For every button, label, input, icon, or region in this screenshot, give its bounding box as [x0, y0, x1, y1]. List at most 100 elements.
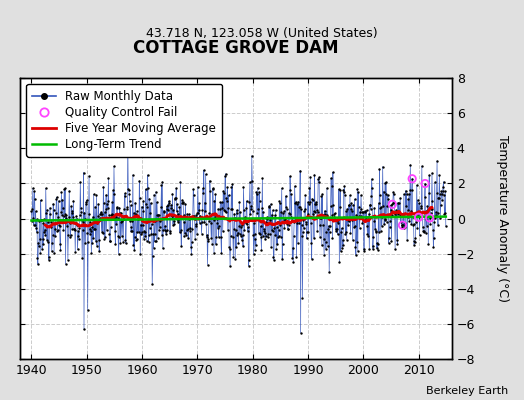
Point	[154, 234, 162, 241]
Point	[234, 230, 242, 236]
Point	[400, 225, 409, 232]
Point	[355, 224, 364, 231]
Point	[143, 237, 151, 244]
Point	[326, 203, 335, 209]
Point	[257, 234, 265, 240]
Point	[377, 228, 385, 234]
Point	[210, 250, 218, 256]
Point	[265, 202, 274, 209]
Point	[353, 238, 361, 245]
Point	[100, 236, 108, 242]
Point	[317, 193, 325, 200]
Point	[417, 202, 425, 209]
Point	[239, 184, 248, 190]
Point	[433, 209, 442, 216]
Point	[416, 232, 424, 238]
Point	[225, 192, 233, 198]
Point	[139, 198, 148, 204]
Point	[242, 204, 250, 211]
Point	[182, 226, 191, 233]
Point	[119, 215, 128, 222]
Point	[92, 218, 100, 224]
Point	[247, 203, 255, 209]
Point	[27, 208, 36, 214]
Point	[213, 220, 221, 226]
Point	[420, 194, 429, 200]
Point	[166, 228, 174, 235]
Point	[403, 237, 411, 243]
Point	[440, 192, 448, 198]
Point	[271, 232, 279, 238]
Point	[140, 235, 148, 242]
Point	[385, 224, 394, 230]
Point	[340, 189, 348, 195]
Point	[123, 206, 131, 212]
Point	[42, 236, 51, 243]
Point	[159, 245, 167, 252]
Point	[255, 189, 264, 195]
Point	[334, 220, 343, 226]
Point	[281, 216, 289, 222]
Point	[122, 240, 130, 247]
Point	[296, 167, 304, 174]
Point	[167, 205, 175, 212]
Point	[127, 228, 135, 235]
Point	[252, 236, 260, 242]
Point	[320, 252, 329, 258]
Point	[255, 198, 264, 204]
Point	[61, 261, 70, 267]
Point	[283, 226, 292, 232]
Point	[188, 239, 196, 245]
Point	[188, 226, 196, 232]
Point	[363, 223, 371, 229]
Point	[314, 178, 323, 185]
Point	[190, 192, 198, 198]
Point	[301, 219, 310, 225]
Point	[105, 230, 114, 237]
Point	[78, 255, 86, 261]
Point	[207, 234, 215, 241]
Point	[398, 222, 407, 228]
Point	[183, 226, 192, 232]
Point	[74, 233, 82, 239]
Point	[394, 200, 402, 206]
Point	[240, 227, 248, 233]
Point	[324, 222, 333, 229]
Point	[405, 191, 413, 197]
Point	[106, 238, 114, 244]
Point	[189, 186, 198, 192]
Point	[170, 218, 178, 224]
Point	[290, 183, 299, 189]
Point	[311, 201, 319, 208]
Point	[81, 216, 89, 222]
Point	[97, 228, 106, 235]
Point	[291, 215, 300, 222]
Point	[209, 217, 217, 224]
Point	[119, 239, 127, 246]
Point	[405, 207, 413, 214]
Point	[272, 224, 281, 230]
Point	[376, 204, 385, 211]
Point	[205, 218, 213, 224]
Point	[29, 222, 38, 228]
Point	[408, 176, 417, 182]
Point	[116, 210, 124, 216]
Point	[138, 229, 146, 235]
Point	[174, 210, 182, 217]
Point	[29, 214, 38, 221]
Point	[433, 158, 441, 164]
Point	[154, 212, 162, 218]
Point	[363, 207, 371, 213]
Point	[307, 220, 315, 226]
Point	[156, 218, 164, 224]
Point	[351, 196, 359, 202]
Point	[90, 226, 99, 232]
Point	[79, 219, 88, 225]
Point	[150, 192, 158, 198]
Point	[80, 326, 88, 332]
Point	[74, 228, 83, 234]
Point	[85, 173, 93, 179]
Point	[349, 202, 357, 208]
Point	[73, 222, 81, 228]
Point	[204, 238, 212, 244]
